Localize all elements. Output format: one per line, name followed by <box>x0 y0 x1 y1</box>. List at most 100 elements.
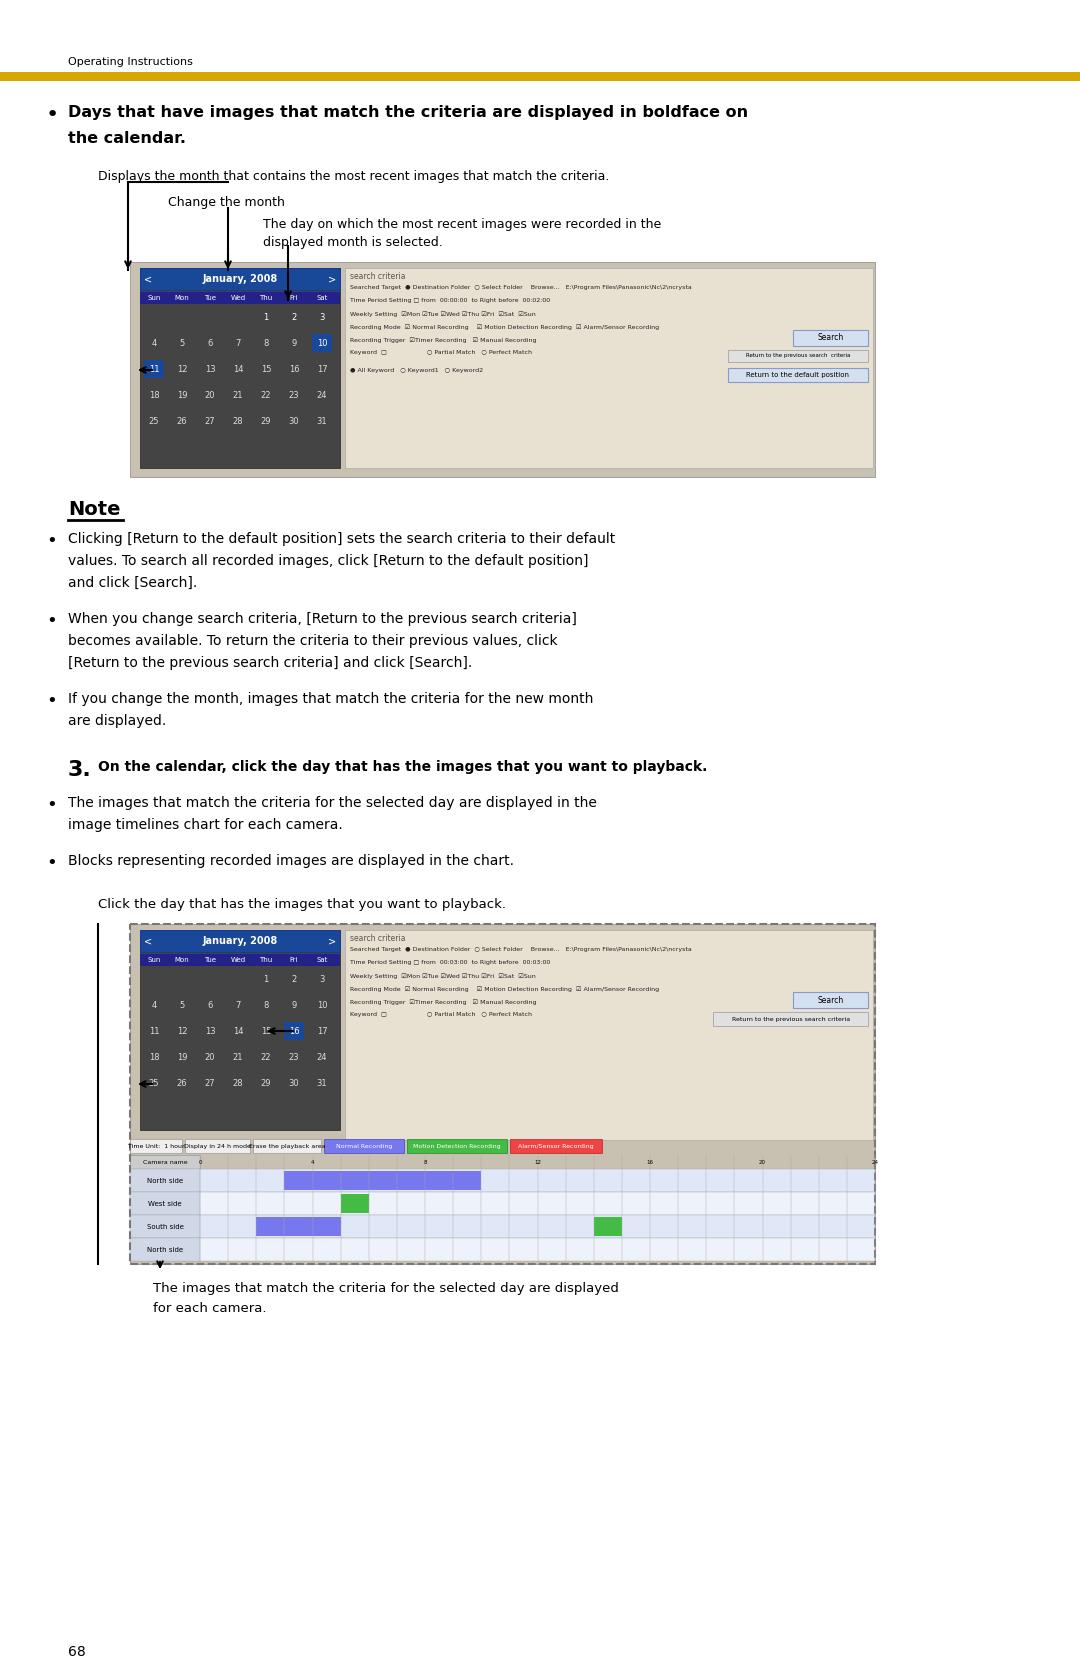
Text: Mon: Mon <box>175 956 189 963</box>
Text: 19: 19 <box>177 391 187 399</box>
Text: When you change search criteria, [Return to the previous search criteria]: When you change search criteria, [Return… <box>68 613 577 626</box>
Text: ● All Keyword   ○ Keyword1   ○ Keyword2: ● All Keyword ○ Keyword1 ○ Keyword2 <box>350 367 483 372</box>
Text: The images that match the criteria for the selected day are displayed: The images that match the criteria for t… <box>153 1282 619 1295</box>
Bar <box>185 1138 249 1153</box>
Text: Tue: Tue <box>204 295 216 300</box>
Text: 12: 12 <box>177 1026 187 1035</box>
Text: Normal Recording: Normal Recording <box>336 1143 392 1148</box>
Text: the calendar.: the calendar. <box>68 130 186 145</box>
Text: 29: 29 <box>260 1078 271 1088</box>
Bar <box>130 1215 200 1238</box>
Text: Change the month: Change the month <box>168 195 285 209</box>
Text: 27: 27 <box>205 1078 215 1088</box>
Text: 4: 4 <box>151 1000 157 1010</box>
Text: Time Period Setting ▢ from  00:00:00  to Right before  00:02:00: Time Period Setting ▢ from 00:00:00 to R… <box>350 299 550 304</box>
Text: Motion Detection Recording: Motion Detection Recording <box>414 1143 501 1148</box>
Bar <box>140 292 340 304</box>
Bar <box>140 930 340 951</box>
Text: 11: 11 <box>149 1026 159 1035</box>
Text: 8: 8 <box>423 1160 427 1165</box>
Text: Wed: Wed <box>230 295 245 300</box>
Text: 30: 30 <box>288 1078 299 1088</box>
Text: Fri: Fri <box>289 295 298 300</box>
Text: values. To search all recorded images, click [Return to the default position]: values. To search all recorded images, c… <box>68 554 589 567</box>
Text: 20: 20 <box>759 1160 766 1165</box>
Bar <box>130 1215 875 1238</box>
Text: Clicking [Return to the default position] sets the search criteria to their defa: Clicking [Return to the default position… <box>68 532 616 546</box>
Text: >: > <box>328 274 336 284</box>
Text: •: • <box>46 613 57 629</box>
Bar <box>0 72 1080 82</box>
Text: •: • <box>46 693 57 709</box>
Text: 5: 5 <box>179 339 185 347</box>
Text: Display in 24 h mode: Display in 24 h mode <box>184 1143 251 1148</box>
Text: Searched Target  ● Destination Folder  ○ Select Folder    Browse...   E:\Program: Searched Target ● Destination Folder ○ S… <box>350 285 692 290</box>
Text: displayed month is selected.: displayed month is selected. <box>264 235 443 249</box>
Text: 18: 18 <box>149 391 160 399</box>
Text: Erase the playback area: Erase the playback area <box>248 1143 325 1148</box>
Text: 7: 7 <box>235 339 241 347</box>
Text: 20: 20 <box>205 391 215 399</box>
Text: 9: 9 <box>292 1000 297 1010</box>
Text: Click the day that has the images that you want to playback.: Click the day that has the images that y… <box>98 898 507 911</box>
Text: Keyword  ▢                    ○ Partial Match   ○ Perfect Match: Keyword ▢ ○ Partial Match ○ Perfect Matc… <box>350 350 532 355</box>
Text: Searched Target  ● Destination Folder  ○ Select Folder    Browse...   E:\Program: Searched Target ● Destination Folder ○ S… <box>350 946 692 951</box>
Text: Return to the default position: Return to the default position <box>746 372 850 377</box>
Text: •: • <box>46 855 57 871</box>
Text: 12: 12 <box>177 364 187 374</box>
Text: 16: 16 <box>288 364 299 374</box>
Text: On the calendar, click the day that has the images that you want to playback.: On the calendar, click the day that has … <box>98 759 707 774</box>
Bar <box>340 1193 368 1213</box>
Text: Note: Note <box>68 501 121 519</box>
Text: 6: 6 <box>207 339 213 347</box>
Text: 2: 2 <box>292 975 297 983</box>
Text: If you change the month, images that match the criteria for the new month: If you change the month, images that mat… <box>68 693 593 706</box>
Text: South side: South side <box>147 1223 184 1230</box>
Bar <box>144 361 164 377</box>
Bar <box>130 1155 200 1168</box>
Text: Return to the previous search  criteria: Return to the previous search criteria <box>746 354 850 359</box>
Text: 2: 2 <box>292 312 297 322</box>
Text: 9: 9 <box>292 339 297 347</box>
Text: Search: Search <box>818 334 845 342</box>
Bar <box>324 1138 404 1153</box>
Text: Sun: Sun <box>147 956 161 963</box>
Text: 30: 30 <box>288 417 299 426</box>
Text: 1: 1 <box>264 312 269 322</box>
Text: 18: 18 <box>149 1053 160 1061</box>
Text: and click [Search].: and click [Search]. <box>68 576 198 591</box>
Text: [Return to the previous search criteria] and click [Search].: [Return to the previous search criteria]… <box>68 656 472 669</box>
Text: 12: 12 <box>534 1160 541 1165</box>
Text: January, 2008: January, 2008 <box>202 274 278 284</box>
Text: Return to the previous search criteria: Return to the previous search criteria <box>732 1016 850 1021</box>
Text: Recording Trigger  ☑Timer Recording   ☑ Manual Recording: Recording Trigger ☑Timer Recording ☑ Man… <box>350 337 537 342</box>
Text: 0: 0 <box>199 1160 202 1165</box>
Text: are displayed.: are displayed. <box>68 714 166 728</box>
Text: •: • <box>46 532 57 551</box>
Text: 17: 17 <box>316 1026 327 1035</box>
Text: search criteria: search criteria <box>350 935 405 943</box>
Bar <box>130 1168 875 1192</box>
Text: 11: 11 <box>149 364 159 374</box>
Text: 22: 22 <box>260 1053 271 1061</box>
Text: 23: 23 <box>288 391 299 399</box>
Text: 17: 17 <box>316 364 327 374</box>
Bar <box>284 1021 303 1040</box>
Text: <: < <box>144 274 152 284</box>
Text: 16: 16 <box>647 1160 653 1165</box>
Text: Weekly Setting  ☑Mon ☑Tue ☑Wed ☑Thu ☑Fri  ☑Sat  ☑Sun: Weekly Setting ☑Mon ☑Tue ☑Wed ☑Thu ☑Fri … <box>350 310 536 317</box>
Text: 26: 26 <box>177 1078 187 1088</box>
Text: image timelines chart for each camera.: image timelines chart for each camera. <box>68 818 342 833</box>
Bar <box>130 262 875 477</box>
Bar <box>793 330 868 345</box>
Text: 31: 31 <box>316 417 327 426</box>
Bar <box>130 1238 875 1262</box>
Text: 4: 4 <box>151 339 157 347</box>
Bar <box>140 269 340 290</box>
Text: Displays the month that contains the most recent images that match the criteria.: Displays the month that contains the mos… <box>98 170 609 184</box>
Text: 7: 7 <box>235 1000 241 1010</box>
Bar <box>594 1217 622 1237</box>
Bar <box>345 269 873 467</box>
Text: 25: 25 <box>149 1078 159 1088</box>
Text: 24: 24 <box>872 1160 878 1165</box>
